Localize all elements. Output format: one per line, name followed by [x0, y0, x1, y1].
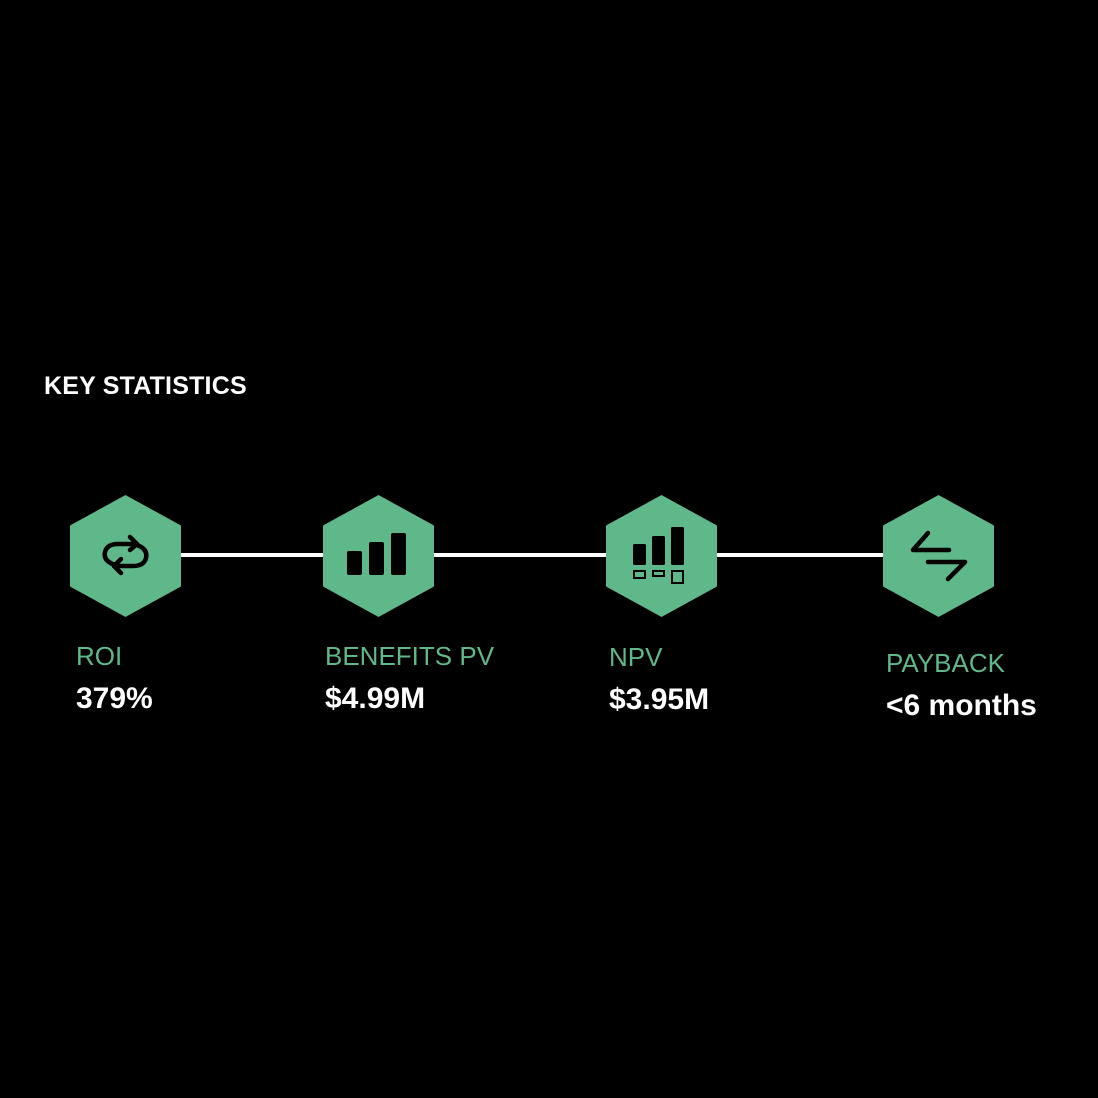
payback-label: PAYBACK — [886, 648, 1005, 678]
repeat-icon — [102, 534, 149, 576]
npv-label: NPV — [609, 642, 663, 672]
npv-hexagon — [606, 495, 717, 617]
npv-value: $3.95M — [609, 683, 710, 716]
payback-value: <6 months — [886, 689, 1037, 722]
benefits-pv-label: BENEFITS PV — [325, 641, 495, 671]
connector-line — [120, 553, 940, 557]
section-title: KEY STATISTICS — [44, 372, 247, 400]
benefits-pv-hexagon — [323, 495, 434, 617]
payback-hexagon — [883, 495, 994, 617]
roi-hexagon — [70, 495, 181, 617]
bar-chart-icon — [347, 533, 406, 575]
exchange-arrows-icon — [910, 530, 968, 582]
benefits-pv-value: $4.99M — [325, 682, 426, 715]
roi-label: ROI — [76, 641, 123, 671]
roi-value: 379% — [76, 682, 153, 715]
bar-chart-with-boxes-icon — [633, 527, 684, 584]
